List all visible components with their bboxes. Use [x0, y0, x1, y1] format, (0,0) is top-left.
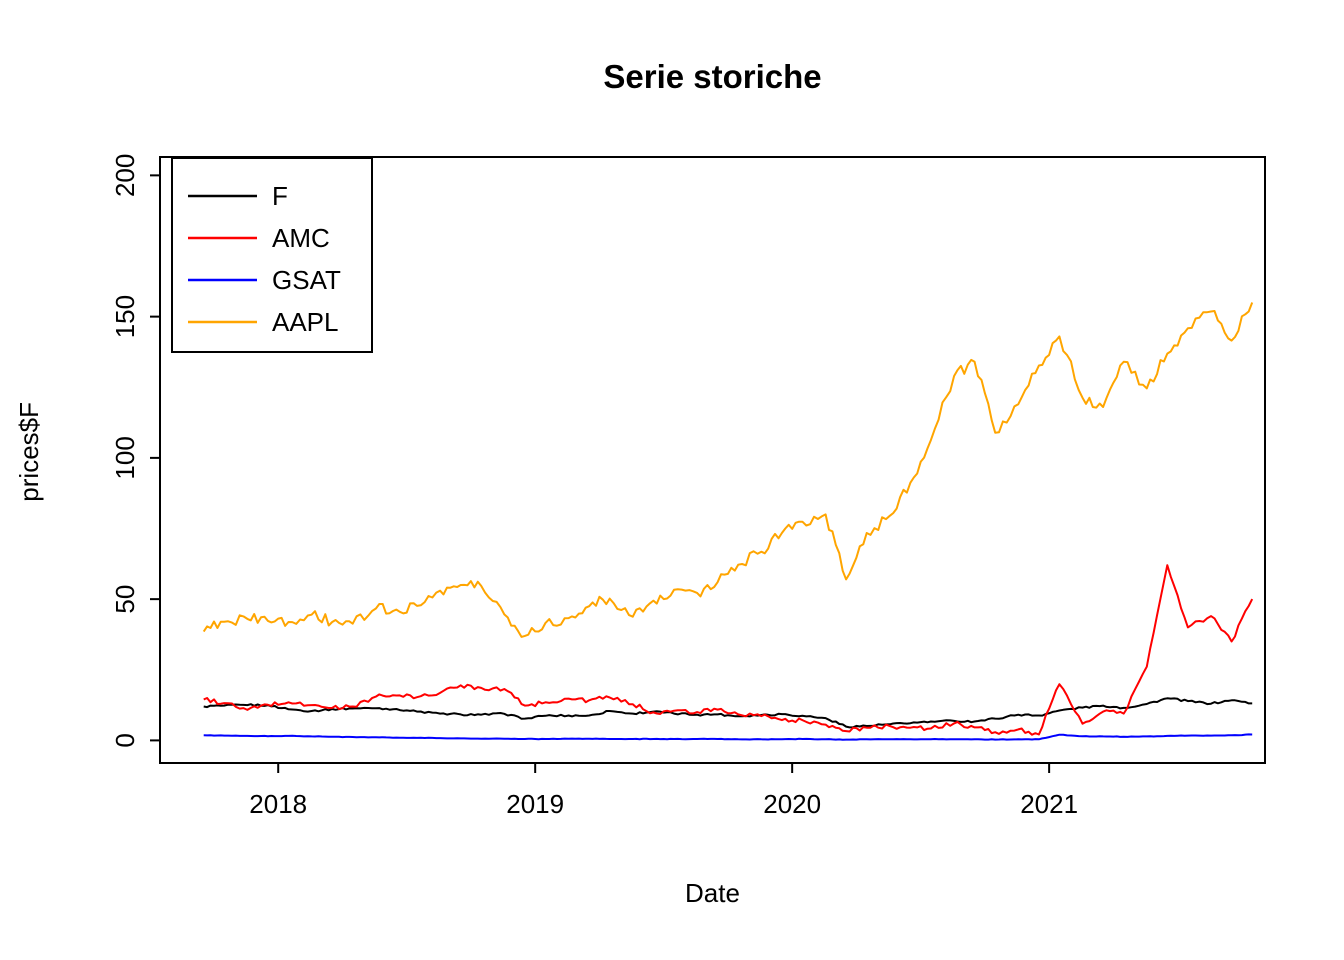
x-tick-label-2021: 2021 [1020, 789, 1078, 819]
x-tick-label-2018: 2018 [249, 789, 307, 819]
y-tick-label-150: 150 [110, 295, 140, 338]
legend-label-F: F [272, 181, 288, 211]
series-line-AAPL [202, 302, 1254, 638]
legend-label-AAPL: AAPL [272, 307, 339, 337]
x-tick-label-2019: 2019 [506, 789, 564, 819]
y-tick-label-100: 100 [110, 436, 140, 479]
legend-label-AMC: AMC [272, 223, 330, 253]
x-tick-label-2020: 2020 [763, 789, 821, 819]
chart-title: Serie storiche [603, 58, 822, 95]
legend-label-GSAT: GSAT [272, 265, 341, 295]
x-axis-label: Date [685, 878, 740, 908]
plot-box [159, 156, 1266, 764]
series-line-F [203, 697, 1253, 729]
y-tick-label-50: 50 [110, 585, 140, 614]
series-line-GSAT [203, 733, 1253, 741]
y-tick-label-200: 200 [110, 154, 140, 197]
legend-box [171, 157, 373, 353]
series-line-AMC [203, 564, 1254, 736]
y-axis-label: prices$F [14, 402, 44, 502]
y-tick-label-0: 0 [110, 733, 140, 747]
